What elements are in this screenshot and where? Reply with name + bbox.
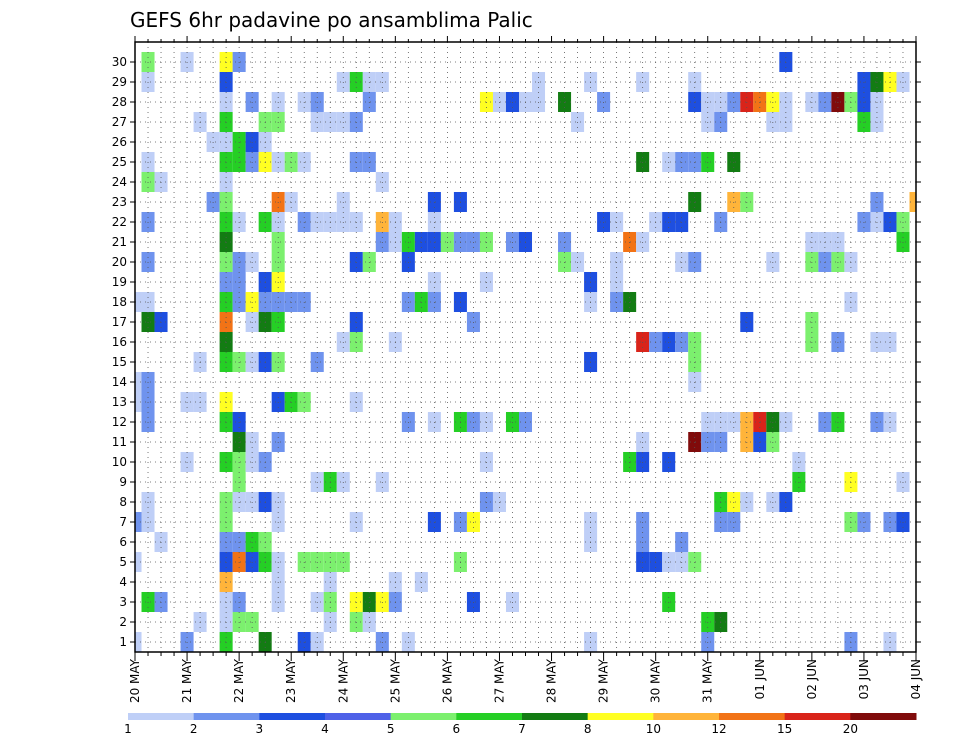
colorbar-tick-label: 20 xyxy=(843,722,858,736)
colorbar-tick-label: 4 xyxy=(321,722,329,736)
x-tick-label: 29 MAY xyxy=(597,658,611,703)
x-tick-label: 27 MAY xyxy=(492,658,506,703)
y-tick-label: 19 xyxy=(112,275,127,289)
x-tick-label: 31 MAY xyxy=(701,658,715,703)
heatmap-cell xyxy=(135,552,142,572)
y-tick-label: 24 xyxy=(112,175,127,189)
colorbar-tick-label: 6 xyxy=(453,722,461,736)
heatmap-cell xyxy=(135,632,142,652)
y-tick-label: 28 xyxy=(112,95,127,109)
y-tick-label: 22 xyxy=(112,215,127,229)
y-tick-label: 10 xyxy=(112,455,127,469)
x-tick-label: 04 JUN xyxy=(909,659,923,699)
y-tick-label: 11 xyxy=(112,435,127,449)
colorbar-swatch xyxy=(390,713,457,720)
heatmap-cell xyxy=(135,392,142,412)
x-tick-label: 24 MAY xyxy=(336,658,350,703)
heatmap-cell xyxy=(909,192,916,212)
x-tick-label: 26 MAY xyxy=(440,658,454,703)
y-tick-label: 27 xyxy=(112,115,127,129)
colorbar-swatch xyxy=(193,713,260,720)
x-tick-label: 23 MAY xyxy=(284,658,298,703)
x-tick-label: 02 JUN xyxy=(805,659,819,699)
colorbar-swatch xyxy=(325,713,392,720)
heatmap-cell xyxy=(135,292,142,312)
y-tick-label: 25 xyxy=(112,155,127,169)
chart-title: GEFS 6hr padavine po ansamblima Palic xyxy=(130,8,533,32)
colorbar-tick-label: 7 xyxy=(518,722,526,736)
x-tick-label: 01 JUN xyxy=(753,659,767,699)
colorbar-swatch xyxy=(456,713,523,720)
heatmap-cell xyxy=(135,512,142,532)
colorbar-swatch xyxy=(259,713,326,720)
heatmap-cell xyxy=(135,372,142,392)
x-tick-label: 21 MAY xyxy=(180,658,194,703)
y-tick-label: 1 xyxy=(119,635,127,649)
y-tick-label: 29 xyxy=(112,75,127,89)
colorbar-tick-label: 2 xyxy=(190,722,198,736)
x-tick-label: 03 JUN xyxy=(857,659,871,699)
colorbar-tick-label: 5 xyxy=(387,722,395,736)
colorbar-swatch xyxy=(522,713,589,720)
y-tick-label: 26 xyxy=(112,135,127,149)
y-tick-label: 23 xyxy=(112,195,127,209)
y-tick-label: 12 xyxy=(112,415,127,429)
axes: 1234567891011121314151617181920212223242… xyxy=(112,36,923,703)
y-tick-label: 21 xyxy=(112,235,127,249)
x-tick-label: 22 MAY xyxy=(232,658,246,703)
y-tick-label: 6 xyxy=(119,535,127,549)
y-tick-label: 13 xyxy=(112,395,127,409)
colorbar-tick-label: 10 xyxy=(646,722,661,736)
y-tick-label: 18 xyxy=(112,295,127,309)
y-tick-label: 14 xyxy=(112,375,127,389)
y-tick-label: 7 xyxy=(119,515,127,529)
y-tick-label: 17 xyxy=(112,315,127,329)
x-tick-label: 30 MAY xyxy=(649,658,663,703)
y-tick-label: 2 xyxy=(119,615,127,629)
y-tick-label: 20 xyxy=(112,255,127,269)
colorbar-swatch xyxy=(587,713,654,720)
colorbar-swatch xyxy=(128,713,195,720)
y-tick-label: 4 xyxy=(119,575,127,589)
y-tick-label: 8 xyxy=(119,495,127,509)
colorbar-tick-label: 15 xyxy=(777,722,792,736)
grid-lines xyxy=(135,42,916,652)
x-tick-label: 20 MAY xyxy=(128,658,142,703)
y-tick-label: 30 xyxy=(112,55,127,69)
colorbar-swatch xyxy=(653,713,720,720)
x-tick-label: 25 MAY xyxy=(388,658,402,703)
colorbar-tick-label: 3 xyxy=(256,722,264,736)
y-tick-label: 15 xyxy=(112,355,127,369)
colorbar-tick-label: 1 xyxy=(124,722,132,736)
colorbar-swatch xyxy=(719,713,786,720)
y-tick-label: 9 xyxy=(119,475,127,489)
colorbar-tick-label: 12 xyxy=(711,722,726,736)
colorbar-swatch xyxy=(784,713,851,720)
y-tick-label: 5 xyxy=(119,555,127,569)
y-tick-label: 16 xyxy=(112,335,127,349)
colorbar-swatch xyxy=(850,713,917,720)
x-tick-label: 28 MAY xyxy=(545,658,559,703)
colorbar-tick-label: 8 xyxy=(584,722,592,736)
y-tick-label: 3 xyxy=(119,595,127,609)
colorbar: 1 2 3 4 5 6 7 8 10 12 15 20 xyxy=(124,713,917,736)
